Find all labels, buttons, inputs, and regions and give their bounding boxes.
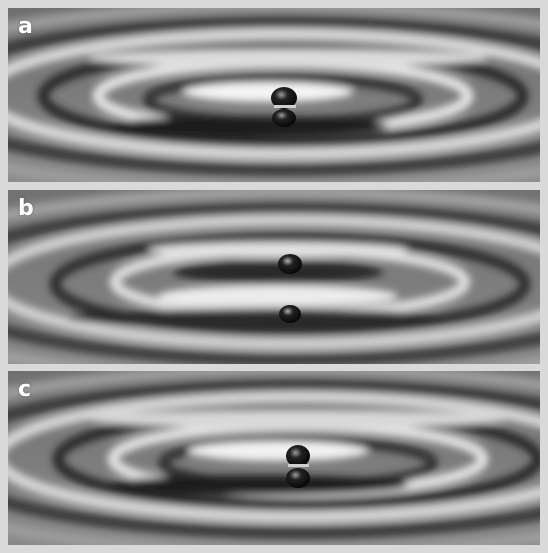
panel-a-ripples [8, 8, 540, 182]
panel-a-label: a [18, 14, 33, 39]
panel-b-ripples [8, 190, 540, 364]
panel-b-label: b [18, 196, 34, 221]
panel-b-droplets [278, 254, 302, 323]
panel-b: b [8, 190, 540, 364]
panel-c-label: c [18, 377, 32, 402]
panel-b-image [8, 190, 540, 364]
panel-c-ripples [8, 371, 540, 545]
panel-a-image [8, 8, 540, 182]
panel-a: a [8, 8, 540, 182]
panel-c: c [8, 371, 540, 545]
panel-a-droplets [271, 87, 297, 127]
panel-c-droplets [286, 445, 310, 488]
panel-c-image [8, 371, 540, 545]
